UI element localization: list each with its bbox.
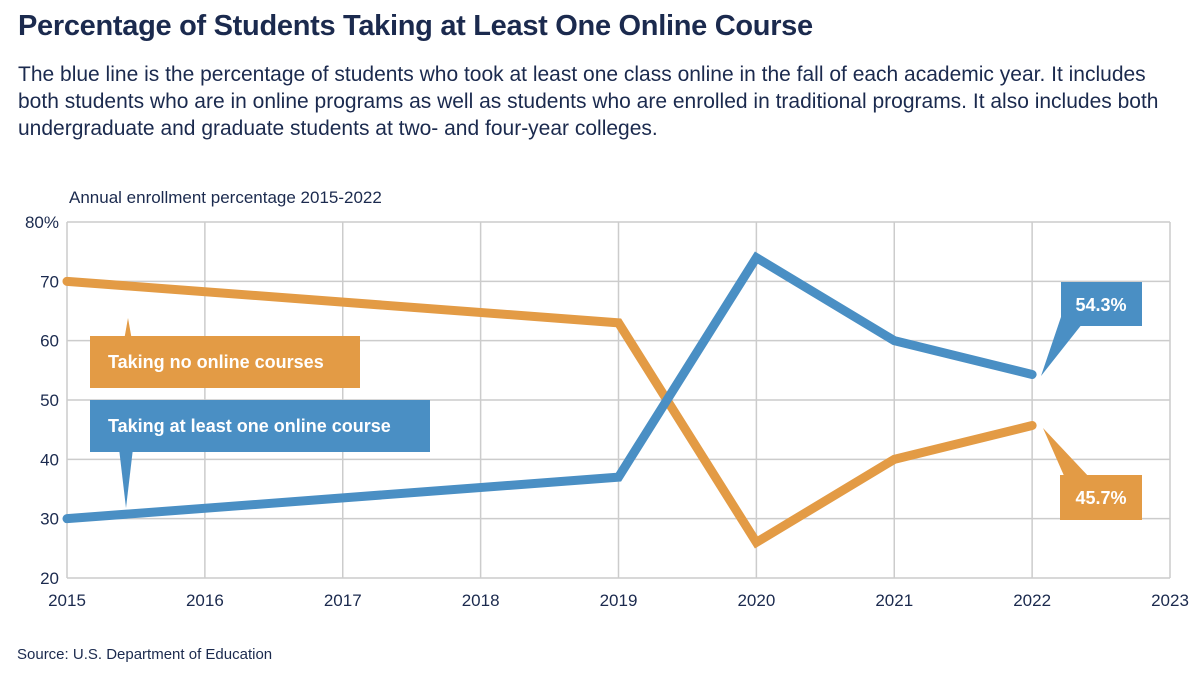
- chart-title: Percentage of Students Taking at Least O…: [18, 10, 813, 42]
- y-tick-label: 80%: [25, 213, 59, 232]
- legend-label: Taking no online courses: [108, 352, 324, 372]
- y-tick-label: 50: [40, 391, 59, 410]
- y-tick-label: 20: [40, 569, 59, 588]
- x-tick-label: 2023: [1151, 591, 1189, 610]
- end-value-label: 54.3%: [1075, 295, 1126, 315]
- x-tick-label: 2021: [875, 591, 913, 610]
- y-tick-label: 30: [40, 510, 59, 529]
- source-note: Source: U.S. Department of Education: [17, 646, 273, 663]
- chart-subtitle: The blue line is the percentage of stude…: [18, 63, 1159, 140]
- x-tick-label: 2019: [600, 591, 638, 610]
- callout-pointer: [1043, 428, 1090, 478]
- legend-label-box: [90, 336, 360, 388]
- series-line-online: [62, 251, 1037, 524]
- callout-pointer: [1041, 314, 1090, 376]
- x-tick-label: 2015: [48, 591, 86, 610]
- legend-label: Taking at least one online course: [108, 416, 391, 436]
- x-tick-label: 2017: [324, 591, 362, 610]
- y-tick-label: 60: [40, 332, 59, 351]
- legend-label-box: [90, 400, 430, 452]
- end-value-label: 45.7%: [1075, 488, 1126, 508]
- callout-pointer: [118, 440, 134, 508]
- end-value-box: [1061, 282, 1142, 326]
- y-tick-label: 70: [40, 272, 59, 291]
- x-tick-label: 2022: [1013, 591, 1051, 610]
- x-tick-label: 2018: [462, 591, 500, 610]
- end-value-box: [1060, 475, 1142, 520]
- y-axis-label: Annual enrollment percentage 2015-2022: [69, 188, 382, 207]
- y-tick-label: 40: [40, 450, 59, 469]
- x-tick-label: 2020: [737, 591, 775, 610]
- x-tick-label: 2016: [186, 591, 224, 610]
